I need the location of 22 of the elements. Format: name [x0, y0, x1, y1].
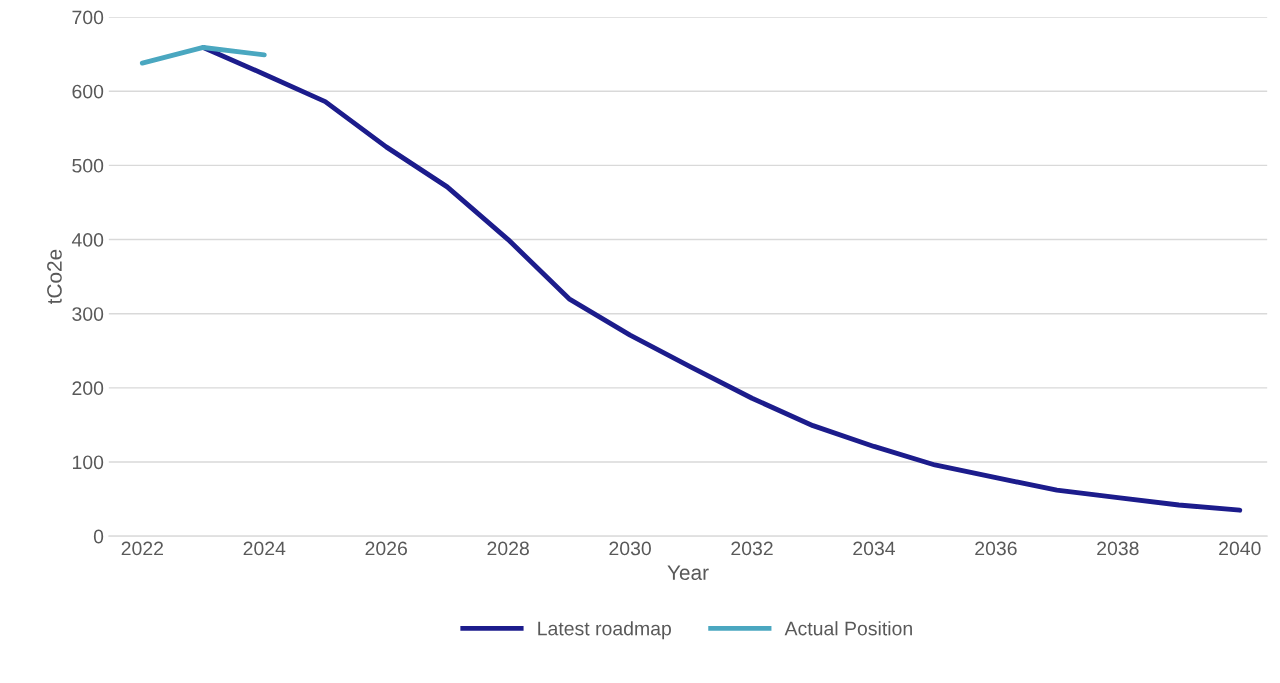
legend-label: Actual Position — [784, 621, 912, 636]
x-tick-label: 2038 — [1097, 541, 1139, 556]
x-tick-label: 2040 — [1219, 541, 1261, 556]
y-tick-label: 700 — [72, 10, 104, 25]
x-axis-title: Year — [667, 565, 709, 580]
x-tick-label: 2024 — [243, 541, 286, 556]
x-tick-label: 2032 — [731, 541, 773, 556]
y-tick-label: 400 — [71, 233, 104, 247]
legend-label: Latest roadmap — [538, 621, 671, 640]
x-tick-label: 2028 — [487, 541, 529, 556]
y-tick-label: 300 — [72, 307, 104, 321]
x-tick-label: 2022 — [121, 541, 163, 556]
x-tick-label: 2034 — [853, 541, 896, 556]
y-tick-label: 100 — [72, 455, 104, 470]
y-tick-label: 500 — [72, 158, 104, 173]
x-tick-label: 2036 — [975, 541, 1017, 556]
y-tick-label: 0 — [93, 529, 104, 544]
x-tick-label: 2026 — [365, 541, 407, 556]
y-axis-title: tCo2e — [47, 249, 62, 305]
y-tick-label: 200 — [72, 381, 104, 396]
y-tick-label: 600 — [72, 84, 104, 99]
x-tick-label: 2030 — [609, 541, 651, 556]
